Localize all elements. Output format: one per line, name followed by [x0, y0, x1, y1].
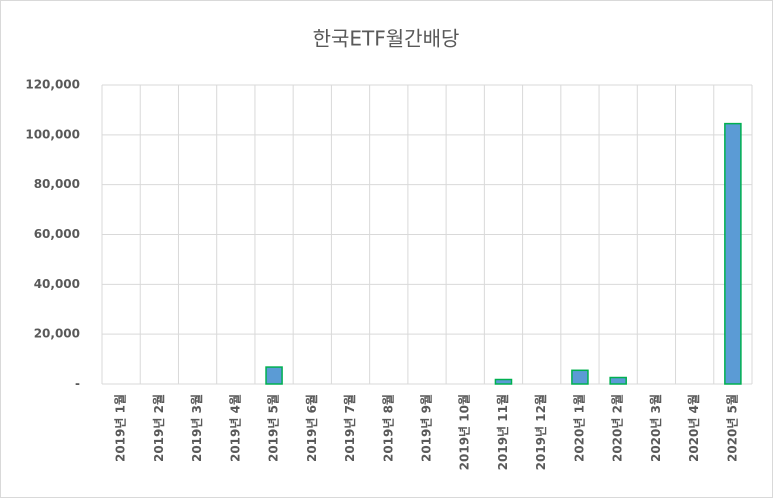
x-tick-label: 2020년 3월: [648, 394, 663, 462]
x-tick-label: 2019년 9월: [419, 394, 434, 462]
x-tick-label: 2019년 10월: [457, 394, 472, 470]
x-tick-label: 2019년 6월: [304, 394, 319, 462]
y-tick-label: 20,000: [34, 327, 80, 341]
x-tick-label: 2020년 1월: [571, 394, 586, 462]
x-tick-label: 2019년 1월: [113, 394, 128, 462]
x-tick-label: 2020년 2월: [610, 394, 625, 462]
y-tick-label: 80,000: [34, 177, 80, 191]
y-tick-label: -: [75, 377, 80, 391]
y-tick-label: 120,000: [25, 78, 80, 92]
x-tick-label: 2019년 8월: [380, 394, 395, 462]
x-tick-label: 2020년 5월: [724, 394, 739, 462]
bar: [724, 122, 742, 385]
x-tick-label: 2020년 4월: [686, 394, 701, 462]
y-tick-label: 60,000: [34, 227, 80, 241]
bar: [494, 378, 513, 385]
bar: [571, 369, 589, 385]
y-tick-label: 100,000: [25, 127, 80, 141]
x-tick-label: 2019년 7월: [342, 394, 357, 462]
chart-title: 한국ETF월간배당: [313, 27, 460, 51]
x-tick-label: 2019년 11월: [495, 394, 510, 470]
y-tick-label: 40,000: [34, 277, 80, 291]
x-tick-label: 2019년 3월: [189, 394, 204, 462]
bar: [609, 376, 627, 385]
bar: [265, 366, 283, 385]
x-tick-label: 2019년 4월: [227, 394, 242, 462]
x-tick-label: 2019년 5월: [266, 394, 281, 462]
x-tick-label: 2019년 2월: [151, 394, 166, 462]
x-tick-label: 2019년 12월: [533, 394, 548, 470]
